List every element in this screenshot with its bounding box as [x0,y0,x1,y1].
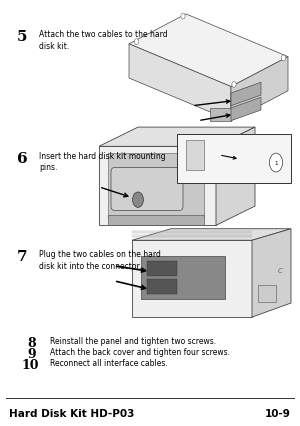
Text: 7: 7 [16,249,27,263]
FancyBboxPatch shape [147,261,177,276]
Circle shape [281,56,286,62]
Circle shape [133,193,143,208]
Text: Attach the two cables to the hard
disk kit.: Attach the two cables to the hard disk k… [39,30,168,51]
Circle shape [232,82,236,88]
Polygon shape [210,109,231,121]
Text: Plug the two cables on the hard
disk kit into the connector.: Plug the two cables on the hard disk kit… [39,249,161,270]
Polygon shape [132,241,252,317]
Text: 8: 8 [27,337,36,349]
Polygon shape [99,147,216,226]
Text: 10-9: 10-9 [265,409,291,418]
FancyBboxPatch shape [177,134,291,183]
Text: C: C [278,268,283,273]
Polygon shape [231,58,288,121]
Circle shape [134,40,139,46]
Text: Insert the hard disk kit mounting
pins.: Insert the hard disk kit mounting pins. [39,151,166,172]
Text: 10: 10 [21,358,38,371]
Text: Reinstall the panel and tighten two screws.: Reinstall the panel and tighten two scre… [50,337,216,345]
FancyBboxPatch shape [258,285,276,302]
Polygon shape [132,229,291,241]
FancyBboxPatch shape [108,215,204,226]
Polygon shape [129,45,231,121]
Text: 6: 6 [16,151,27,165]
Text: Hard Disk Kit HD-P03: Hard Disk Kit HD-P03 [9,409,134,418]
Text: Attach the back cover and tighten four screws.: Attach the back cover and tighten four s… [50,347,230,356]
FancyBboxPatch shape [141,256,225,299]
Polygon shape [108,153,204,217]
Polygon shape [216,128,255,226]
Polygon shape [231,98,261,121]
Polygon shape [252,229,291,317]
Text: Reconnect all interface cables.: Reconnect all interface cables. [50,358,167,367]
Polygon shape [99,128,255,147]
Circle shape [181,14,185,20]
Text: 9: 9 [27,347,36,360]
Text: 1: 1 [274,161,278,166]
Circle shape [269,154,283,173]
Text: 5: 5 [16,30,27,44]
FancyBboxPatch shape [111,168,183,211]
FancyBboxPatch shape [147,279,177,294]
Polygon shape [231,83,261,106]
Polygon shape [129,15,288,87]
Polygon shape [186,141,204,170]
